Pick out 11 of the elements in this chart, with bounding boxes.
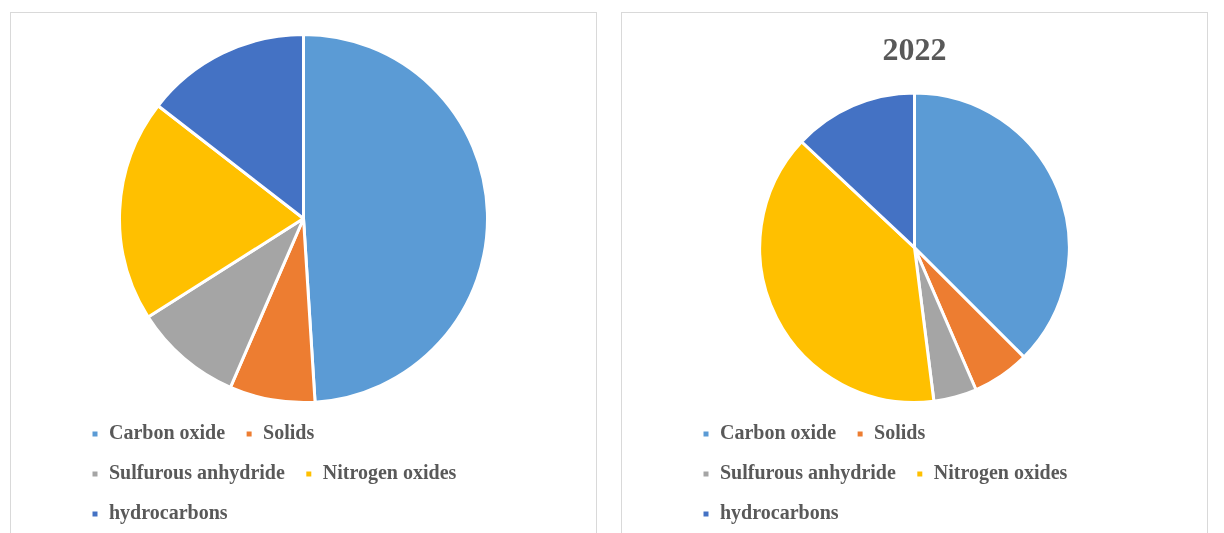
legend-label: hydrocarbons [720, 501, 839, 525]
legend-label: Solids [263, 421, 315, 444]
legend-label: hydrocarbons [109, 501, 228, 525]
legend-label: Nitrogen oxides [322, 461, 457, 485]
legend-label: Carbon oxide [109, 421, 226, 444]
legend-label: Sulfurous anhydride [720, 461, 896, 485]
legend-label: Solids [874, 421, 926, 444]
legend-label: Sulfurous anhydride [109, 461, 285, 485]
legend-label: Nitrogen oxides [933, 461, 1068, 485]
chart-title: 2022 [882, 31, 947, 68]
legend-label: Carbon oxide [720, 421, 837, 444]
